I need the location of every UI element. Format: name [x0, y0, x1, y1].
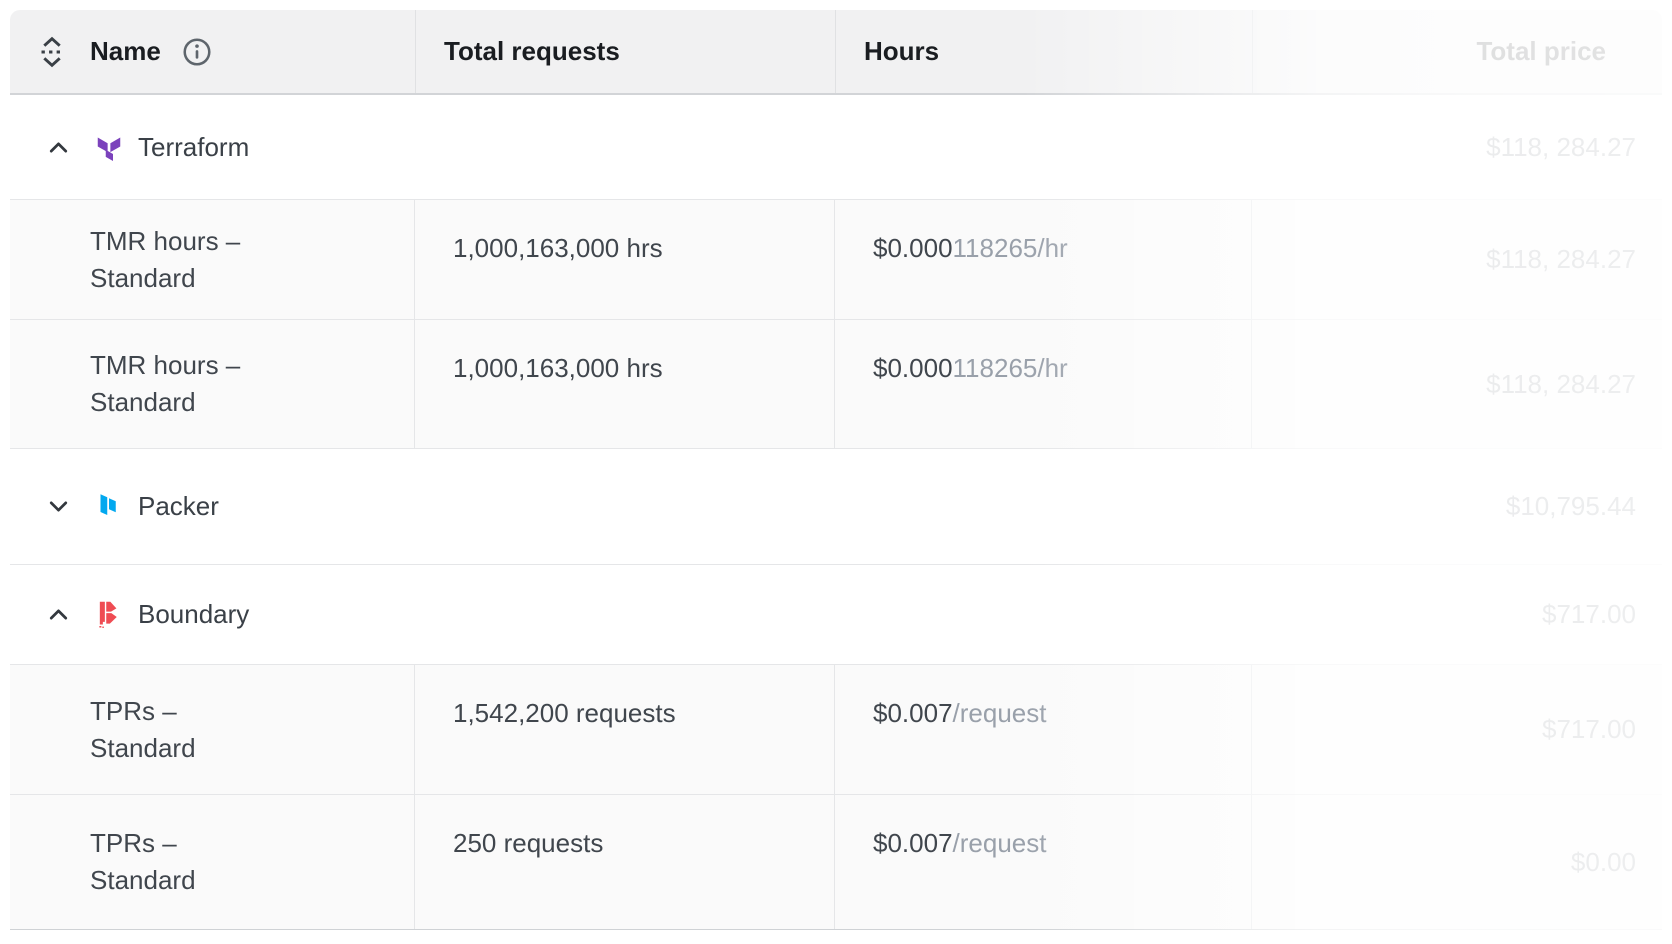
rate-amount: $0.000 — [873, 233, 953, 263]
table-row-packer: Packer $10,795.44 — [10, 449, 1662, 565]
boundary-logo-icon — [94, 600, 124, 630]
rate-unit: /request — [952, 828, 1047, 858]
chevron-up-icon — [49, 609, 67, 620]
line-item-name-line2: Standard — [90, 865, 196, 895]
terraform-total-price: $118, 284.27 — [1486, 131, 1636, 162]
line-item-name-cell: TMR hours – Standard — [10, 200, 415, 319]
expand-packer-button[interactable] — [44, 493, 72, 521]
table-row-tmr-hours-1: TMR hours – Standard 1,000,163,000 hrs $… — [10, 200, 1662, 320]
total-requests-value: 1,000,163,000 hrs — [415, 320, 835, 448]
line-item-name-line1: TMR hours – — [90, 225, 241, 256]
line-item-name-line2: Standard — [90, 262, 196, 293]
table-row-tprs-2: TPRs – Standard 250 requests $0.007/requ… — [10, 795, 1662, 930]
boundary-total-price: $717.00 — [1542, 599, 1636, 629]
packer-name-cell: Packer — [10, 449, 1252, 564]
billing-usage-table: Name Total requests Hours Total price — [10, 10, 1662, 930]
rate-amount: $0.007 — [873, 698, 953, 728]
rate-amount: $0.007 — [873, 828, 953, 858]
chevron-down-icon — [49, 501, 67, 512]
column-header-total-requests-label: Total requests — [444, 36, 620, 66]
product-name-label: Terraform — [138, 131, 250, 162]
terraform-logo-icon — [94, 132, 124, 162]
line-item-name-line2: Standard — [90, 732, 196, 763]
hourly-rate-value: $0.000118265/hr — [835, 320, 1252, 448]
packer-total-price: $10,795.44 — [1505, 491, 1636, 521]
terraform-name-cell: Terraform — [10, 95, 1252, 199]
line-item-total-price: $118, 284.27 — [1486, 244, 1636, 274]
collapse-terraform-button[interactable] — [44, 133, 72, 161]
column-header-hours: Hours — [835, 10, 1252, 93]
collapse-boundary-button[interactable] — [44, 601, 72, 629]
product-name-label: Boundary — [138, 599, 250, 629]
column-header-total-requests: Total requests — [415, 10, 835, 93]
line-item-name-line1: TPRs – — [90, 695, 177, 726]
boundary-name-cell: Boundary — [10, 565, 1252, 664]
info-icon[interactable] — [181, 36, 213, 68]
rate-unit: 118265/hr — [952, 233, 1068, 263]
table-header-row: Name Total requests Hours Total price — [10, 10, 1662, 95]
table-row-tmr-hours-2: TMR hours – Standard 1,000,163,000 hrs $… — [10, 320, 1662, 449]
column-header-name: Name — [10, 10, 415, 93]
line-item-total-price: $0.00 — [1570, 846, 1636, 877]
line-item-name-line1: TMR hours – — [90, 350, 241, 380]
line-item-total-price: $118, 284.27 — [1486, 368, 1636, 399]
line-item-name-line1: TPRs – — [90, 828, 177, 858]
line-item-name-cell: TPRs – Standard — [10, 795, 415, 929]
table-row-boundary: Boundary $717.00 — [10, 565, 1662, 665]
column-header-hours-label: Hours — [864, 36, 940, 66]
line-item-name-cell: TPRs – Standard — [10, 665, 415, 794]
column-header-name-label: Name — [90, 36, 161, 66]
column-header-total-price: Total price — [1252, 10, 1662, 93]
total-requests-value: 1,000,163,000 hrs — [415, 200, 835, 319]
table-row-tprs-1: TPRs – Standard 1,542,200 requests $0.00… — [10, 665, 1662, 795]
line-item-total-price: $717.00 — [1542, 714, 1636, 744]
chevron-up-icon — [49, 142, 67, 152]
rate-amount: $0.000 — [873, 353, 953, 383]
line-item-name-line2: Standard — [90, 387, 196, 417]
table-row-terraform: Terraform $118, 284.27 — [10, 95, 1662, 200]
packer-logo-icon — [94, 492, 124, 522]
rate-unit: 118265/hr — [952, 353, 1068, 383]
column-header-total-price-label: Total price — [1476, 36, 1606, 66]
request-rate-value: $0.007/request — [835, 795, 1252, 929]
hourly-rate-value: $0.000118265/hr — [835, 200, 1252, 319]
request-rate-value: $0.007/request — [835, 665, 1252, 794]
total-requests-value: 250 requests — [415, 795, 835, 929]
product-name-label: Packer — [138, 491, 219, 521]
total-requests-value: 1,542,200 requests — [415, 665, 835, 794]
column-drag-handle-icon[interactable] — [38, 35, 66, 69]
rate-unit: /request — [952, 698, 1047, 728]
line-item-name-cell: TMR hours – Standard — [10, 320, 415, 448]
